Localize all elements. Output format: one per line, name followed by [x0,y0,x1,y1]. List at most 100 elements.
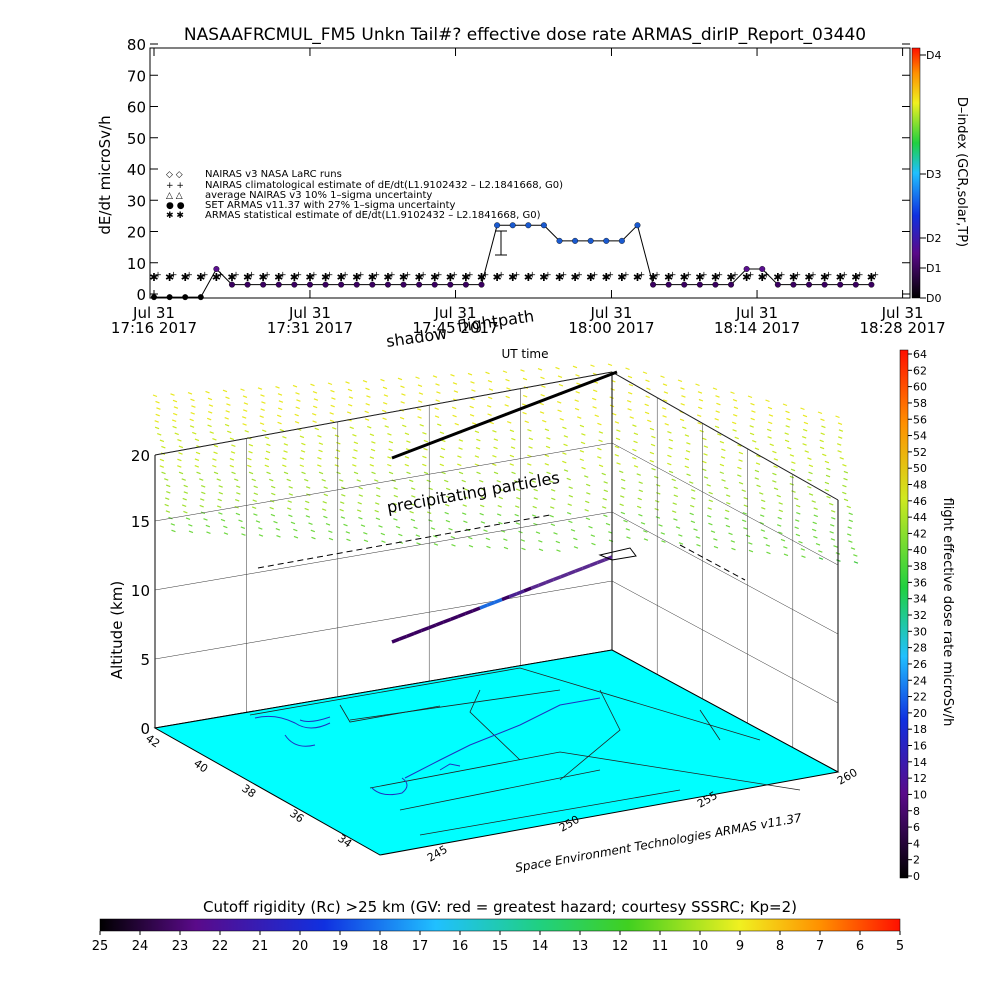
particle-dot [791,461,796,464]
particle-dot [662,399,668,402]
top-chart: 0 10 20 30 40 50 60 70 80 dE/dt microSv/h Jul 31… [96,36,969,361]
particle-dot [584,509,589,512]
particle-dot [615,437,621,441]
particle-dot [364,418,370,421]
particle-dot [292,384,298,388]
particle-dot [331,397,336,400]
particle-dot [566,511,572,515]
particle-dot [194,458,200,462]
particle-dot [848,512,853,516]
legend-text-0: NAIRAS v3 NASA LaRC runs [205,169,342,180]
particle-dot [454,422,459,426]
dose-tick-label: 56 [913,413,927,426]
particle-dot [410,503,415,506]
particle-dot [238,519,243,523]
particle-dot [247,464,252,468]
climatological-estimate-point: + [607,271,615,281]
particle-dot [612,412,617,416]
particle-dot [708,522,713,526]
particle-dot [159,458,165,462]
particle-dot [650,443,656,447]
dindex-tick-label: D0 [926,292,941,305]
particle-dot [842,463,847,467]
particle-dot [715,395,720,398]
particle-dot [800,407,805,411]
particle-dot [469,405,474,409]
particle-dot [388,440,394,444]
climatological-estimate-point: + [279,271,287,281]
particle-dot [283,450,288,453]
particle-dot [673,494,679,498]
armas-dose-point [540,222,547,229]
particle-dot [533,488,538,492]
statistical-estimate-point: ✱ [368,271,377,284]
particle-dot [598,431,604,434]
flightpath-line [391,555,613,644]
particle-dot [318,471,324,475]
particle-dot [441,471,446,475]
top-x-tick-label-line1: Jul 31 [288,304,331,322]
particle-dot [363,539,369,543]
particle-dot [506,387,511,390]
particle-dot [423,447,428,451]
dindex-colorbar [911,47,921,299]
particle-dot [576,382,581,386]
particle-dot [463,496,469,499]
dose-tick-label: 52 [913,446,927,459]
particle-dot [773,458,779,461]
particle-dot [690,504,695,508]
particle-dot [457,463,462,467]
dose-tick-label: 10 [913,788,927,801]
particle-dot [537,368,543,371]
statistical-estimate-point: ✱ [742,271,751,284]
flightpath-segment [406,631,415,638]
particle-dot [577,416,582,419]
particle-dot [724,486,729,490]
particle-dot [626,536,631,540]
particle-dot [492,455,497,458]
dose-tick-label: 20 [913,707,927,720]
particle-dot [164,478,169,481]
particle-dot [831,516,836,520]
particle-dot [509,429,515,433]
dashed-projection-2 [679,544,746,581]
precipitating-annotation: precipitating particles [385,468,561,517]
particle-dot [242,423,247,426]
particle-dot [497,505,502,508]
dose-tick-label: 40 [913,544,927,557]
particle-dot [538,548,544,552]
cutoff-tick-label: 7 [816,939,824,954]
climatological-estimate-point: + [341,271,349,281]
particle-dot [393,494,399,498]
armas-dose-point [774,281,781,288]
particle-dot [559,418,564,421]
particle-dot [725,494,731,497]
particle-dot [750,417,755,421]
particle-dot [660,375,665,379]
flightpath-segment [435,620,444,627]
particle-dot [575,390,580,394]
cutoff-tick-label: 6 [856,939,864,954]
particle-dot [328,530,333,533]
particle-dot [225,396,230,400]
particle-dot [503,538,508,541]
particle-dot [853,554,858,557]
particle-dot [808,471,813,475]
particle-dot [515,488,521,492]
particle-dot [760,499,766,503]
particle-dot [777,516,782,520]
particle-dot [745,534,751,538]
particle-dot [748,542,753,545]
particle-dot [213,451,218,455]
particle-dot [273,520,278,524]
particle-dot [728,532,733,536]
particle-dot [317,434,322,438]
particle-dot [731,547,736,551]
particle-dot [458,447,463,450]
particle-dot [743,527,748,530]
climatological-estimate-point: + [419,271,427,281]
particle-dot [520,369,525,372]
top-x-tick-label-line2: 17:45 2017 [412,319,498,337]
particle-dot [716,402,721,406]
particle-dot [713,545,719,549]
